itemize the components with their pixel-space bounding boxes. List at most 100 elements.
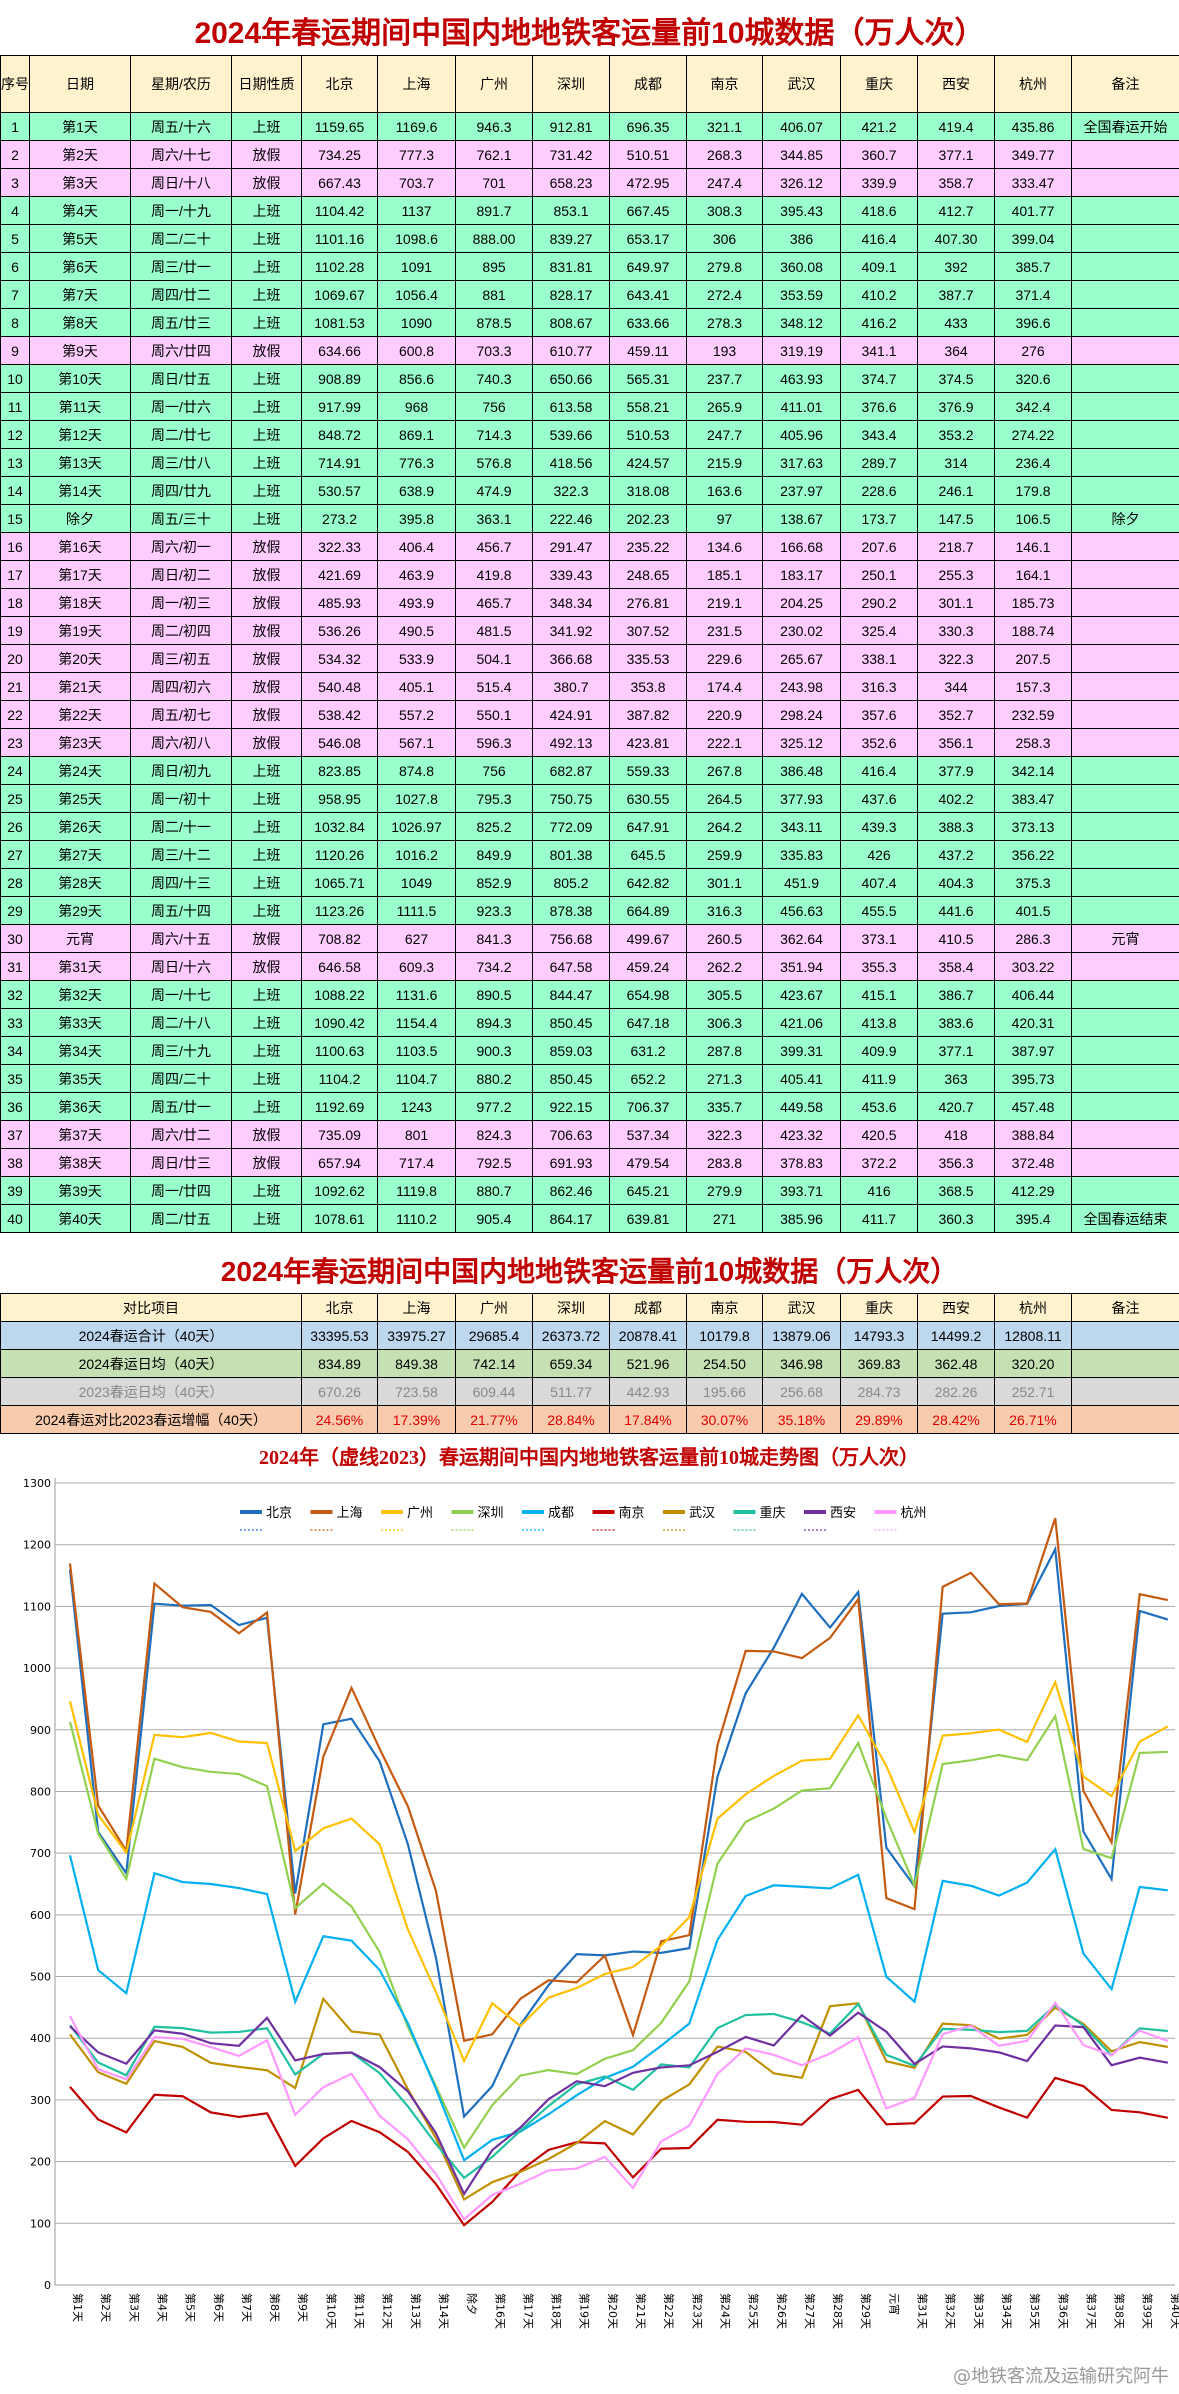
value-cell: 510.51 [609,140,687,169]
seq-cell: 36 [0,1092,30,1121]
value-cell: 250.1 [840,560,918,589]
seq-cell: 14 [0,476,30,505]
value-cell: 905.4 [455,1204,533,1233]
metric-label: 2024春运对比2023春运增幅（40天） [0,1405,302,1434]
summary-row: 2023春运日均（40天） 670.26 723.58 609.44 511.77 442… [0,1377,1179,1406]
seq-cell: 33 [0,1008,30,1037]
note-cell [1071,476,1179,505]
value-cell: 235.22 [609,532,687,561]
value-cell: 306.3 [686,1008,763,1037]
table-row: 27 第27天 周三/十二 上班 1120.26 1016.2 849.9 801.38 645… [0,840,1179,869]
note-cell: 除夕 [1071,504,1179,533]
value-cell: 479.54 [609,1148,687,1177]
day-type-cell: 放假 [231,1148,302,1177]
value-cell: 228.6 [840,476,918,505]
seq-cell: 22 [0,700,30,729]
day-type-cell: 上班 [231,196,302,225]
table-row: 9 第9天 周六/廿四 放假 634.66 600.8 703.3 610.77 459.11 1… [0,336,1179,365]
value-cell: 1091 [377,252,456,281]
weekday-lunar-cell: 周三/十二 [130,840,232,869]
value-cell: 364 [917,336,995,365]
metric-value: 346.98 [762,1349,841,1378]
value-cell: 339.9 [840,168,918,197]
series-line-南京 [69,2076,1169,2227]
value-cell: 193 [686,336,763,365]
day-type-cell: 上班 [231,476,302,505]
seq-cell: 34 [0,1036,30,1065]
value-cell: 658.23 [532,168,610,197]
value-cell: 322.3 [917,644,995,673]
column-header: 南京 [686,1293,763,1322]
column-header: 深圳 [532,55,610,113]
value-cell: 1131.6 [377,980,456,1009]
value-cell: 342.14 [994,756,1072,785]
x-tick-label: 第40天 [1169,2293,1179,2329]
value-cell: 371.4 [994,280,1072,309]
metric-value: 254.50 [686,1349,763,1378]
value-cell: 558.21 [609,392,687,421]
value-cell: 231.5 [686,616,763,645]
value-cell: 348.34 [532,588,610,617]
value-cell: 353.2 [917,420,995,449]
weekday-lunar-cell: 周一/廿六 [130,392,232,421]
column-header: 重庆 [840,1293,918,1322]
metric-value: 13879.06 [762,1321,841,1350]
weekday-lunar-cell: 周四/廿九 [130,476,232,505]
seq-cell: 17 [0,560,30,589]
value-cell: 539.66 [532,420,610,449]
day-type-cell: 上班 [231,1008,302,1037]
x-tick-label: 第31天 [916,2293,930,2329]
value-cell: 305.5 [686,980,763,1009]
seq-cell: 9 [0,336,30,365]
weekday-lunar-cell: 周五/廿三 [130,308,232,337]
x-tick-label: 第24天 [718,2293,732,2329]
note-cell [1071,196,1179,225]
value-cell: 163.6 [686,476,763,505]
note-cell [1071,1148,1179,1177]
table-row: 26 第26天 周二/十一 上班 1032.84 1026.97 825.2 772.09 64… [0,812,1179,841]
value-cell: 333.47 [994,168,1072,197]
table-row: 31 第31天 周日/十六 放假 646.58 609.3 734.2 647.58 459.2… [0,952,1179,981]
x-tick-label: 第2天 [99,2293,113,2322]
date-cell: 第24天 [29,756,131,785]
value-cell: 409.1 [840,252,918,281]
value-cell: 888.00 [455,224,533,253]
note-cell [1071,896,1179,925]
date-cell: 第8天 [29,308,131,337]
value-cell: 377.1 [917,140,995,169]
value-cell: 358.7 [917,168,995,197]
value-cell: 399.31 [762,1036,841,1065]
value-cell: 1090.42 [301,1008,378,1037]
value-cell: 841.3 [455,924,533,953]
value-cell: 356.22 [994,840,1072,869]
metric-value: 252.71 [994,1377,1072,1406]
value-cell: 374.5 [917,364,995,393]
value-cell: 246.1 [917,476,995,505]
table-row: 37 第37天 周六/廿二 放假 735.09 801 824.3 706.63 537.34 3… [0,1120,1179,1149]
value-cell: 360.08 [762,252,841,281]
metric-value: 12808.11 [994,1321,1072,1350]
value-cell: 360.3 [917,1204,995,1233]
value-cell: 449.58 [762,1092,841,1121]
value-cell: 258.3 [994,728,1072,757]
value-cell: 657.94 [301,1148,378,1177]
column-header: 深圳 [532,1293,610,1322]
value-cell: 273.2 [301,504,378,533]
value-cell: 303.22 [994,952,1072,981]
x-tick-label: 第10天 [324,2293,338,2329]
value-cell: 1111.5 [377,896,456,925]
value-cell: 451.9 [762,868,841,897]
column-header: 南京 [686,55,763,113]
column-header: 广州 [455,55,533,113]
y-tick-label: 1300 [23,1477,51,1490]
value-cell: 316.3 [686,896,763,925]
value-cell: 419.4 [917,112,995,141]
value-cell: 890.5 [455,980,533,1009]
day-type-cell: 放假 [231,532,302,561]
value-cell: 386.7 [917,980,995,1009]
note-cell [1071,672,1179,701]
value-cell: 419.8 [455,560,533,589]
value-cell: 276 [994,336,1072,365]
value-cell: 204.25 [762,588,841,617]
value-cell: 138.67 [762,504,841,533]
